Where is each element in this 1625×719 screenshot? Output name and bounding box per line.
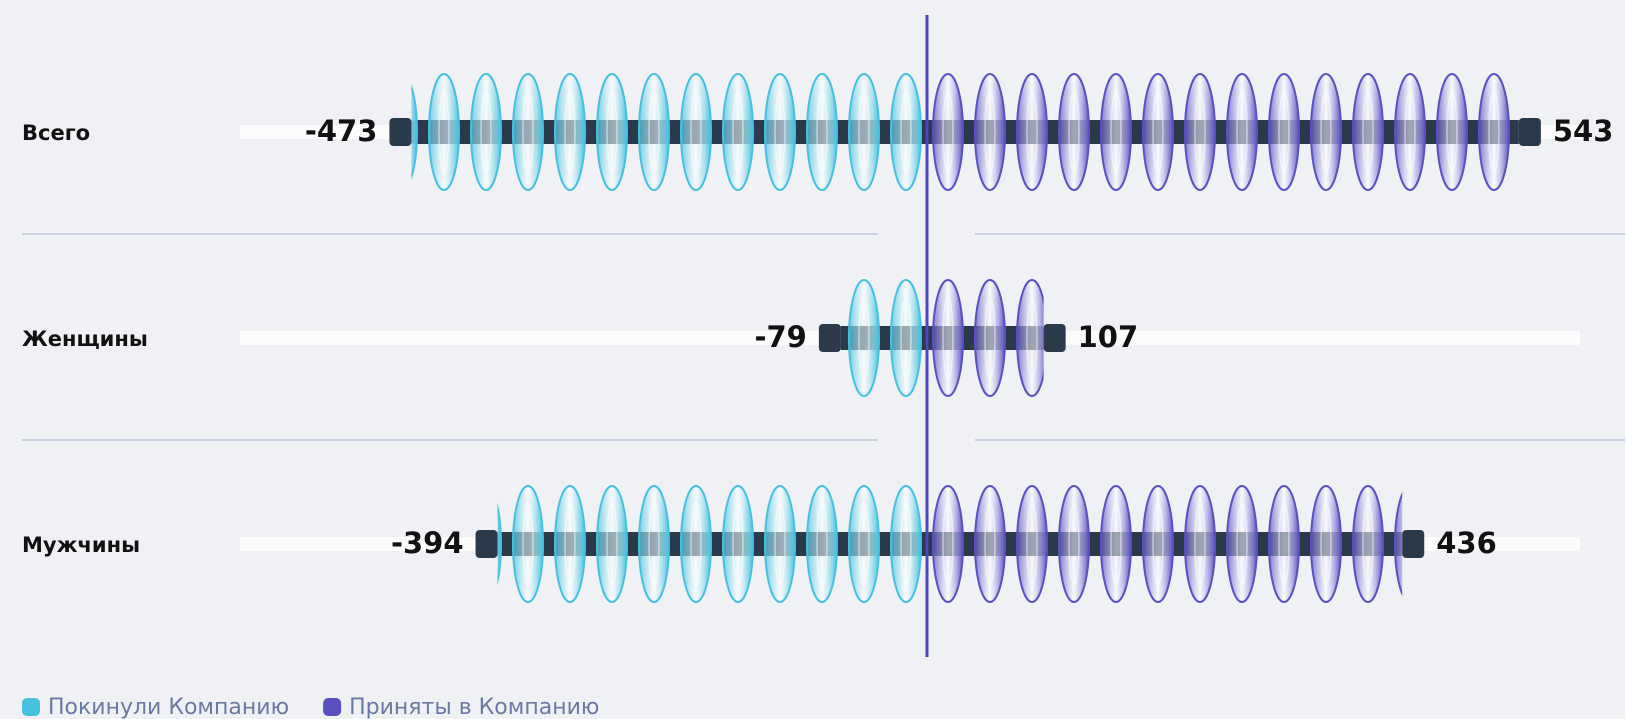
bar: [927, 278, 1044, 398]
value-label: -394: [391, 526, 464, 560]
category-label: Всего: [22, 121, 90, 145]
bar-cap: [1402, 530, 1425, 558]
bar: [411, 72, 927, 192]
bar: [927, 72, 1519, 192]
bar-cap: [475, 530, 498, 558]
category-label: Мужчины: [22, 533, 140, 557]
bar-cap: [1518, 118, 1541, 146]
legend-label: Покинули Компанию: [48, 695, 289, 719]
value-label: -79: [754, 320, 806, 354]
legend-swatch: [22, 698, 40, 716]
bar: [497, 484, 927, 604]
bar-cap: [1043, 324, 1066, 352]
value-label: 543: [1553, 114, 1614, 148]
category-label: Женщины: [22, 327, 148, 351]
legend-swatch: [323, 698, 342, 716]
bar: [927, 484, 1403, 604]
value-label: 436: [1436, 526, 1497, 560]
bar-cap: [389, 118, 412, 146]
value-label: -473: [305, 114, 378, 148]
bar-cap: [818, 324, 841, 352]
bar: [840, 278, 927, 398]
value-label: 107: [1078, 320, 1139, 354]
legend-label: Приняты в Компанию: [349, 695, 599, 719]
